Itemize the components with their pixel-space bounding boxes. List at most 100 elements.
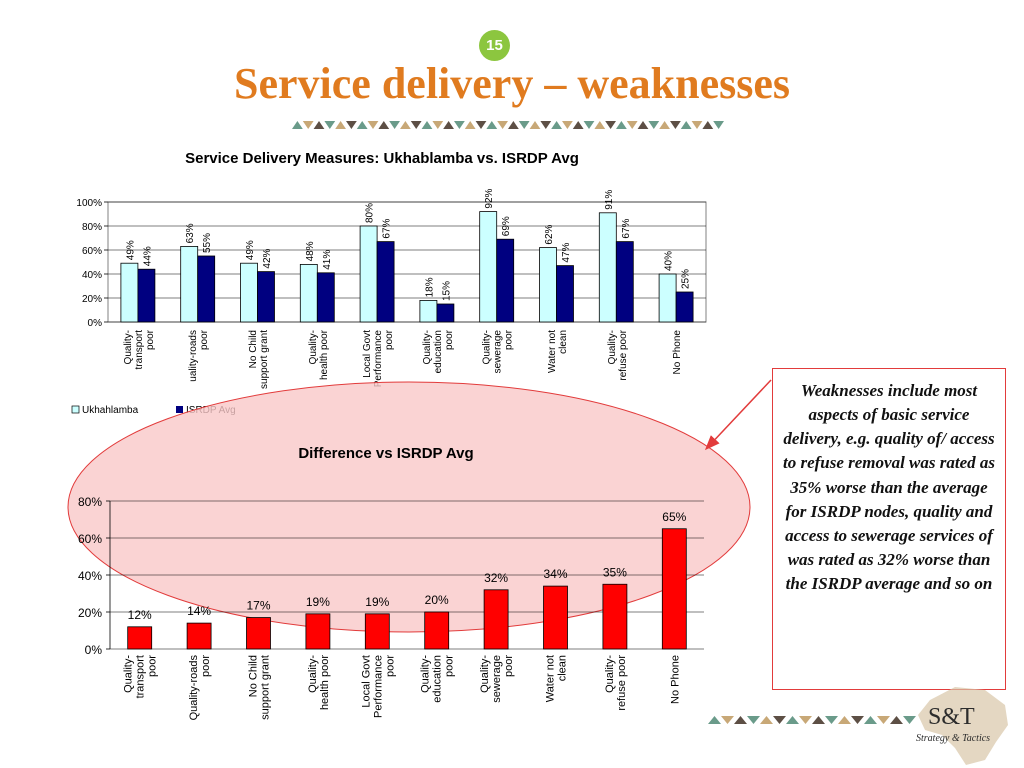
border-triangle bbox=[389, 121, 400, 129]
slide-title: Service delivery – weaknesses bbox=[234, 59, 790, 108]
chart2-category-label: poor bbox=[503, 655, 515, 677]
chart1-category-label: support grant bbox=[259, 330, 270, 389]
border-triangle bbox=[702, 121, 714, 129]
chart1-category-label: poor bbox=[199, 329, 210, 350]
chart2-category-label: poor bbox=[200, 655, 212, 677]
chart2-data-label: 19% bbox=[306, 595, 330, 609]
chart2-y-tick-label: 60% bbox=[78, 532, 102, 546]
chart1-category-label: Performance bbox=[373, 330, 384, 388]
chart1-bar bbox=[556, 265, 574, 323]
border-triangle bbox=[708, 716, 721, 724]
border-triangle bbox=[562, 121, 573, 129]
chart1-data-label: 92% bbox=[484, 188, 495, 208]
border-triangle bbox=[367, 121, 379, 129]
chart2-bar bbox=[602, 583, 628, 650]
chart2-category-label: Water not bbox=[545, 655, 557, 702]
border-triangle bbox=[890, 716, 903, 724]
chart1-category-label: sewerage bbox=[493, 330, 504, 374]
border-triangle bbox=[605, 121, 616, 129]
border-triangle bbox=[324, 121, 336, 129]
chart1-y-tick-label: 80% bbox=[82, 222, 102, 233]
border-triangle bbox=[838, 716, 851, 724]
chart2-category-label: Quality-roads bbox=[188, 655, 200, 721]
border-triangle bbox=[464, 121, 476, 129]
chart1-bar bbox=[675, 291, 694, 323]
callout-text: Weaknesses include most aspects of basic… bbox=[782, 381, 996, 593]
chart2-category-label: Performance bbox=[372, 655, 384, 718]
chart2-bar bbox=[186, 622, 212, 650]
chart1-bar bbox=[436, 303, 455, 323]
chart2-bar bbox=[424, 611, 450, 650]
border-triangle bbox=[670, 121, 681, 129]
chart1-data-label: 49% bbox=[245, 240, 256, 260]
border-triangle bbox=[616, 121, 627, 129]
arrow-line bbox=[704, 379, 772, 451]
chart1-data-label: 41% bbox=[322, 250, 333, 270]
chart2-data-label: 32% bbox=[484, 571, 508, 585]
chart1-category-label: Local Govt bbox=[362, 330, 373, 378]
chart1-bar bbox=[137, 268, 156, 323]
chart2-category-label: No Phone bbox=[669, 655, 681, 704]
chart1-data-label: 91% bbox=[604, 190, 615, 210]
chart1-data-label: 25% bbox=[681, 269, 692, 289]
chart2-y-tick-label: 40% bbox=[78, 569, 102, 583]
chart1-category-label: Quality- bbox=[607, 330, 618, 364]
border-triangle bbox=[292, 121, 303, 129]
slide-number-badge: 15 bbox=[479, 30, 510, 61]
border-triangle bbox=[497, 121, 508, 129]
chart2-data-label: 14% bbox=[187, 604, 211, 618]
chart2-bar bbox=[127, 626, 153, 650]
border-triangle bbox=[877, 716, 890, 724]
chart1-data-label: 67% bbox=[382, 218, 393, 238]
chart1-title: Service Delivery Measures: Ukhablamba vs… bbox=[185, 150, 579, 167]
chart1-y-tick-label: 40% bbox=[82, 270, 102, 281]
border-triangle bbox=[637, 121, 649, 129]
border-triangle bbox=[540, 121, 552, 129]
border-triangle bbox=[851, 716, 864, 724]
chart2-category-label: poor bbox=[444, 655, 456, 677]
border-triangle bbox=[626, 121, 638, 129]
chart2-y-tick-label: 20% bbox=[78, 606, 102, 620]
border-triangle bbox=[551, 121, 562, 129]
border-triangle bbox=[356, 121, 368, 129]
chart1-data-label: 69% bbox=[501, 216, 512, 236]
highlight-ellipse-shape bbox=[67, 381, 751, 633]
chart2-category-label: sewerage bbox=[491, 655, 503, 703]
bottom-triangle-border bbox=[708, 716, 916, 724]
chart2-bar bbox=[661, 528, 687, 650]
chart2-bar bbox=[246, 617, 271, 650]
border-triangle bbox=[747, 716, 760, 724]
chart1-bar bbox=[197, 255, 216, 323]
chart1-category-label: poor bbox=[145, 329, 156, 350]
chart1-category-label: No Phone bbox=[672, 330, 683, 375]
chart2-category-label: clean bbox=[557, 655, 569, 681]
border-triangle bbox=[572, 121, 584, 129]
legend-swatch-isrdp-avg bbox=[176, 406, 183, 413]
chart2-category-label: Quality- bbox=[479, 655, 491, 693]
border-triangle bbox=[421, 121, 433, 129]
border-triangle bbox=[529, 121, 541, 129]
border-triangle bbox=[659, 121, 670, 129]
border-triangle bbox=[335, 121, 346, 129]
top-triangle-border bbox=[292, 121, 724, 129]
chart2-category-label: education bbox=[432, 655, 444, 703]
chart1-y-tick-label: 20% bbox=[82, 294, 102, 305]
border-triangle bbox=[475, 121, 487, 129]
chart2-category-label: health poor bbox=[319, 655, 331, 710]
border-triangle bbox=[583, 121, 595, 129]
chart1-data-label: 40% bbox=[664, 251, 675, 271]
chart2-data-label: 65% bbox=[662, 510, 686, 524]
border-triangle bbox=[903, 716, 916, 724]
chart1-category-label: poor bbox=[384, 329, 395, 350]
chart1-data-label: 44% bbox=[142, 246, 153, 266]
chart1-data-label: 49% bbox=[125, 240, 136, 260]
chart2-bar bbox=[364, 613, 390, 650]
chart2-category-label: Quality- bbox=[604, 655, 616, 693]
chart2-data-label: 19% bbox=[365, 595, 389, 609]
chart2-y-tick-label: 0% bbox=[85, 643, 103, 657]
chart1-bar bbox=[615, 241, 634, 323]
chart1-bar bbox=[376, 241, 395, 323]
chart2-category-label: poor bbox=[384, 655, 396, 677]
